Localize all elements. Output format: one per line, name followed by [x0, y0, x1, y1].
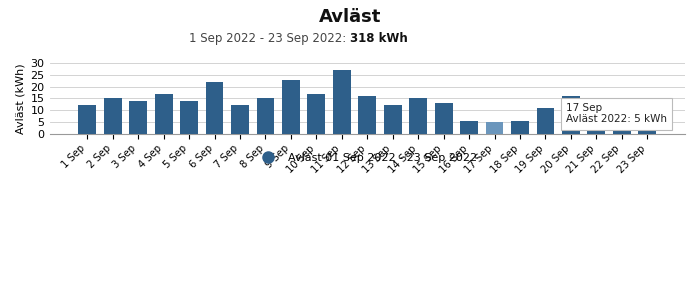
Bar [384, 106, 402, 134]
Bar [511, 121, 529, 134]
Text: Avläst: Avläst [318, 8, 382, 26]
Bar [282, 80, 300, 134]
Bar [130, 101, 147, 134]
Bar [536, 108, 554, 134]
Bar [587, 106, 606, 134]
Text: 17 Sep
Avläst 2022: 5 kWh: 17 Sep Avläst 2022: 5 kWh [566, 103, 667, 124]
Legend: Avläst 01 Sep 2022 - 23 Sep 2022: Avläst 01 Sep 2022 - 23 Sep 2022 [253, 149, 482, 167]
Bar [78, 106, 96, 134]
Bar [613, 106, 631, 134]
Bar [410, 99, 427, 134]
Bar [638, 106, 656, 134]
Bar [307, 94, 326, 134]
Bar [155, 94, 173, 134]
Bar [231, 106, 249, 134]
Bar [358, 96, 376, 134]
Y-axis label: Avläst (kWh): Avläst (kWh) [15, 63, 25, 134]
Bar [257, 99, 274, 134]
Text: 1 Sep 2022 - 23 Sep 2022:: 1 Sep 2022 - 23 Sep 2022: [189, 32, 350, 45]
Bar [333, 70, 351, 134]
Bar [435, 103, 452, 134]
Bar [486, 122, 503, 134]
Text: 318 kWh: 318 kWh [350, 32, 407, 45]
Bar [562, 96, 580, 134]
Bar [460, 121, 478, 134]
Bar [180, 101, 198, 134]
Bar [206, 82, 223, 134]
Bar [104, 99, 122, 134]
